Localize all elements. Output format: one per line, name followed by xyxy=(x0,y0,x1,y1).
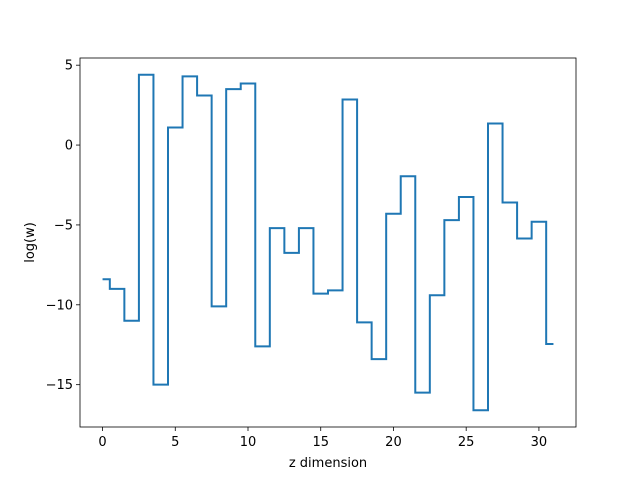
y-tick-label: −5 xyxy=(54,218,73,233)
series-step-line xyxy=(102,73,554,412)
x-tick-label: 30 xyxy=(531,435,548,450)
y-tick-label: 5 xyxy=(65,59,73,74)
y-tick-label: −15 xyxy=(46,378,73,393)
x-tick-label: 15 xyxy=(312,435,329,450)
x-tick-label: 20 xyxy=(385,435,402,450)
axes-frame xyxy=(79,57,577,428)
y-tick-label: −10 xyxy=(46,298,73,313)
x-tick-label: 10 xyxy=(240,435,257,450)
x-axis-label: z dimension xyxy=(289,456,367,471)
x-tick-label: 25 xyxy=(458,435,475,450)
plot-area xyxy=(102,73,554,412)
y-tick-label: 0 xyxy=(65,139,73,154)
x-tick-label: 0 xyxy=(98,435,106,450)
y-axis-label: log(w) xyxy=(23,222,38,263)
x-tick-label: 5 xyxy=(171,435,179,450)
axis-ticks: 0 5 10 15 20 25 30 −15 −10 −5 0 5 xyxy=(46,59,548,450)
